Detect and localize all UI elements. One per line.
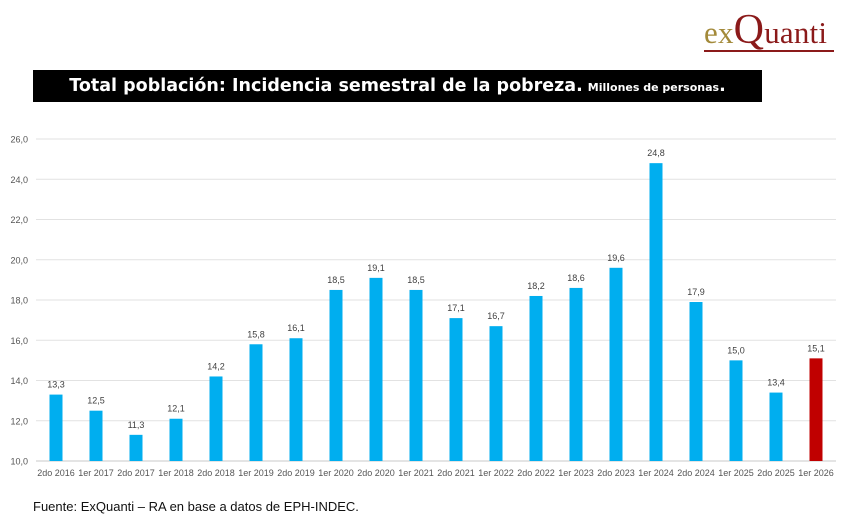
bar [89, 410, 103, 461]
y-tick-label: 10,0 [10, 457, 28, 467]
x-tick-label: 1er 2022 [478, 468, 514, 478]
x-tick-label: 1er 2021 [398, 468, 434, 478]
data-label: 12,5 [87, 396, 105, 406]
x-tick-label: 2do 2020 [357, 468, 395, 478]
data-label: 17,9 [687, 287, 705, 297]
chart-title: Total población: Incidencia semestral de… [69, 76, 583, 96]
bar [529, 295, 543, 461]
x-tick-label: 1er 2017 [78, 468, 114, 478]
x-tick-label: 1er 2019 [238, 468, 274, 478]
bar [209, 376, 223, 461]
data-label: 19,6 [607, 253, 625, 263]
bar [569, 287, 583, 461]
data-label: 18,2 [527, 281, 545, 291]
data-label: 19,1 [367, 263, 385, 273]
source-note: Fuente: ExQuanti – RA en base a datos de… [33, 499, 359, 514]
data-label: 12,1 [167, 404, 185, 414]
bar [649, 163, 663, 461]
data-label: 13,4 [767, 378, 785, 388]
data-label: 16,7 [487, 311, 505, 321]
logo-underline [704, 50, 834, 52]
bar [369, 277, 383, 461]
x-tick-label: 2do 2023 [597, 468, 635, 478]
x-tick-label: 1er 2024 [638, 468, 674, 478]
y-tick-label: 14,0 [10, 376, 28, 386]
logo-anti: uanti [764, 15, 828, 50]
data-label: 15,1 [807, 343, 825, 353]
x-tick-label: 1er 2020 [318, 468, 354, 478]
x-tick-label: 2do 2018 [197, 468, 235, 478]
chart-subtitle-dot: . [719, 76, 726, 96]
data-label: 17,1 [447, 303, 465, 313]
x-tick-label: 2do 2024 [677, 468, 715, 478]
bar [409, 289, 423, 461]
x-tick-label: 2do 2019 [277, 468, 315, 478]
x-tick-label: 2do 2017 [117, 468, 155, 478]
bar-chart: 10,0 12,0 14,0 16,0 18,0 20,0 22,0 24,0 26,0 13,3… [10, 135, 836, 478]
x-tick-label: 2do 2016 [37, 468, 75, 478]
y-tick-label: 24,0 [10, 175, 28, 185]
logo-q: Q [733, 7, 765, 53]
x-tick-label: 1er 2025 [718, 468, 754, 478]
x-tick-label: 2do 2021 [437, 468, 475, 478]
data-label: 11,3 [128, 420, 145, 430]
data-label: 24,8 [647, 148, 665, 158]
bar [729, 360, 743, 461]
y-tick-label: 22,0 [10, 215, 28, 225]
chart-title-bar: Total población: Incidencia semestral de… [33, 70, 762, 102]
bar [809, 358, 823, 461]
data-label: 18,5 [407, 275, 425, 285]
bar [769, 392, 783, 461]
y-tick-label: 16,0 [10, 336, 28, 346]
data-label: 13,3 [47, 380, 65, 390]
y-tick-label: 20,0 [10, 255, 28, 265]
y-tick-label: 12,0 [10, 416, 28, 426]
bar [129, 434, 143, 461]
y-tick-label: 18,0 [10, 296, 28, 306]
data-label: 14,2 [207, 361, 225, 371]
data-label: 16,1 [287, 323, 305, 333]
bar [609, 267, 623, 461]
exquanti-logo: exQuanti [704, 7, 836, 58]
bar [489, 326, 503, 461]
data-label: 18,5 [327, 275, 345, 285]
x-tick-label: 2do 2022 [517, 468, 555, 478]
bar [689, 302, 703, 461]
data-label: 18,6 [567, 273, 585, 283]
bar [289, 338, 303, 461]
x-tick-label: 2do 2025 [757, 468, 795, 478]
data-label: 15,8 [247, 329, 265, 339]
x-tick-label: 1er 2018 [158, 468, 194, 478]
y-tick-label: 26,0 [10, 135, 28, 145]
x-tick-label: 1er 2026 [798, 468, 834, 478]
logo-ex: ex [704, 15, 734, 50]
bar [329, 289, 343, 461]
x-tick-label: 1er 2023 [558, 468, 594, 478]
bar [249, 344, 263, 461]
bar [449, 318, 463, 461]
bar [49, 394, 63, 461]
data-label: 15,0 [727, 345, 745, 355]
chart-subtitle: Millones de personas [587, 80, 720, 94]
bar [169, 418, 183, 461]
